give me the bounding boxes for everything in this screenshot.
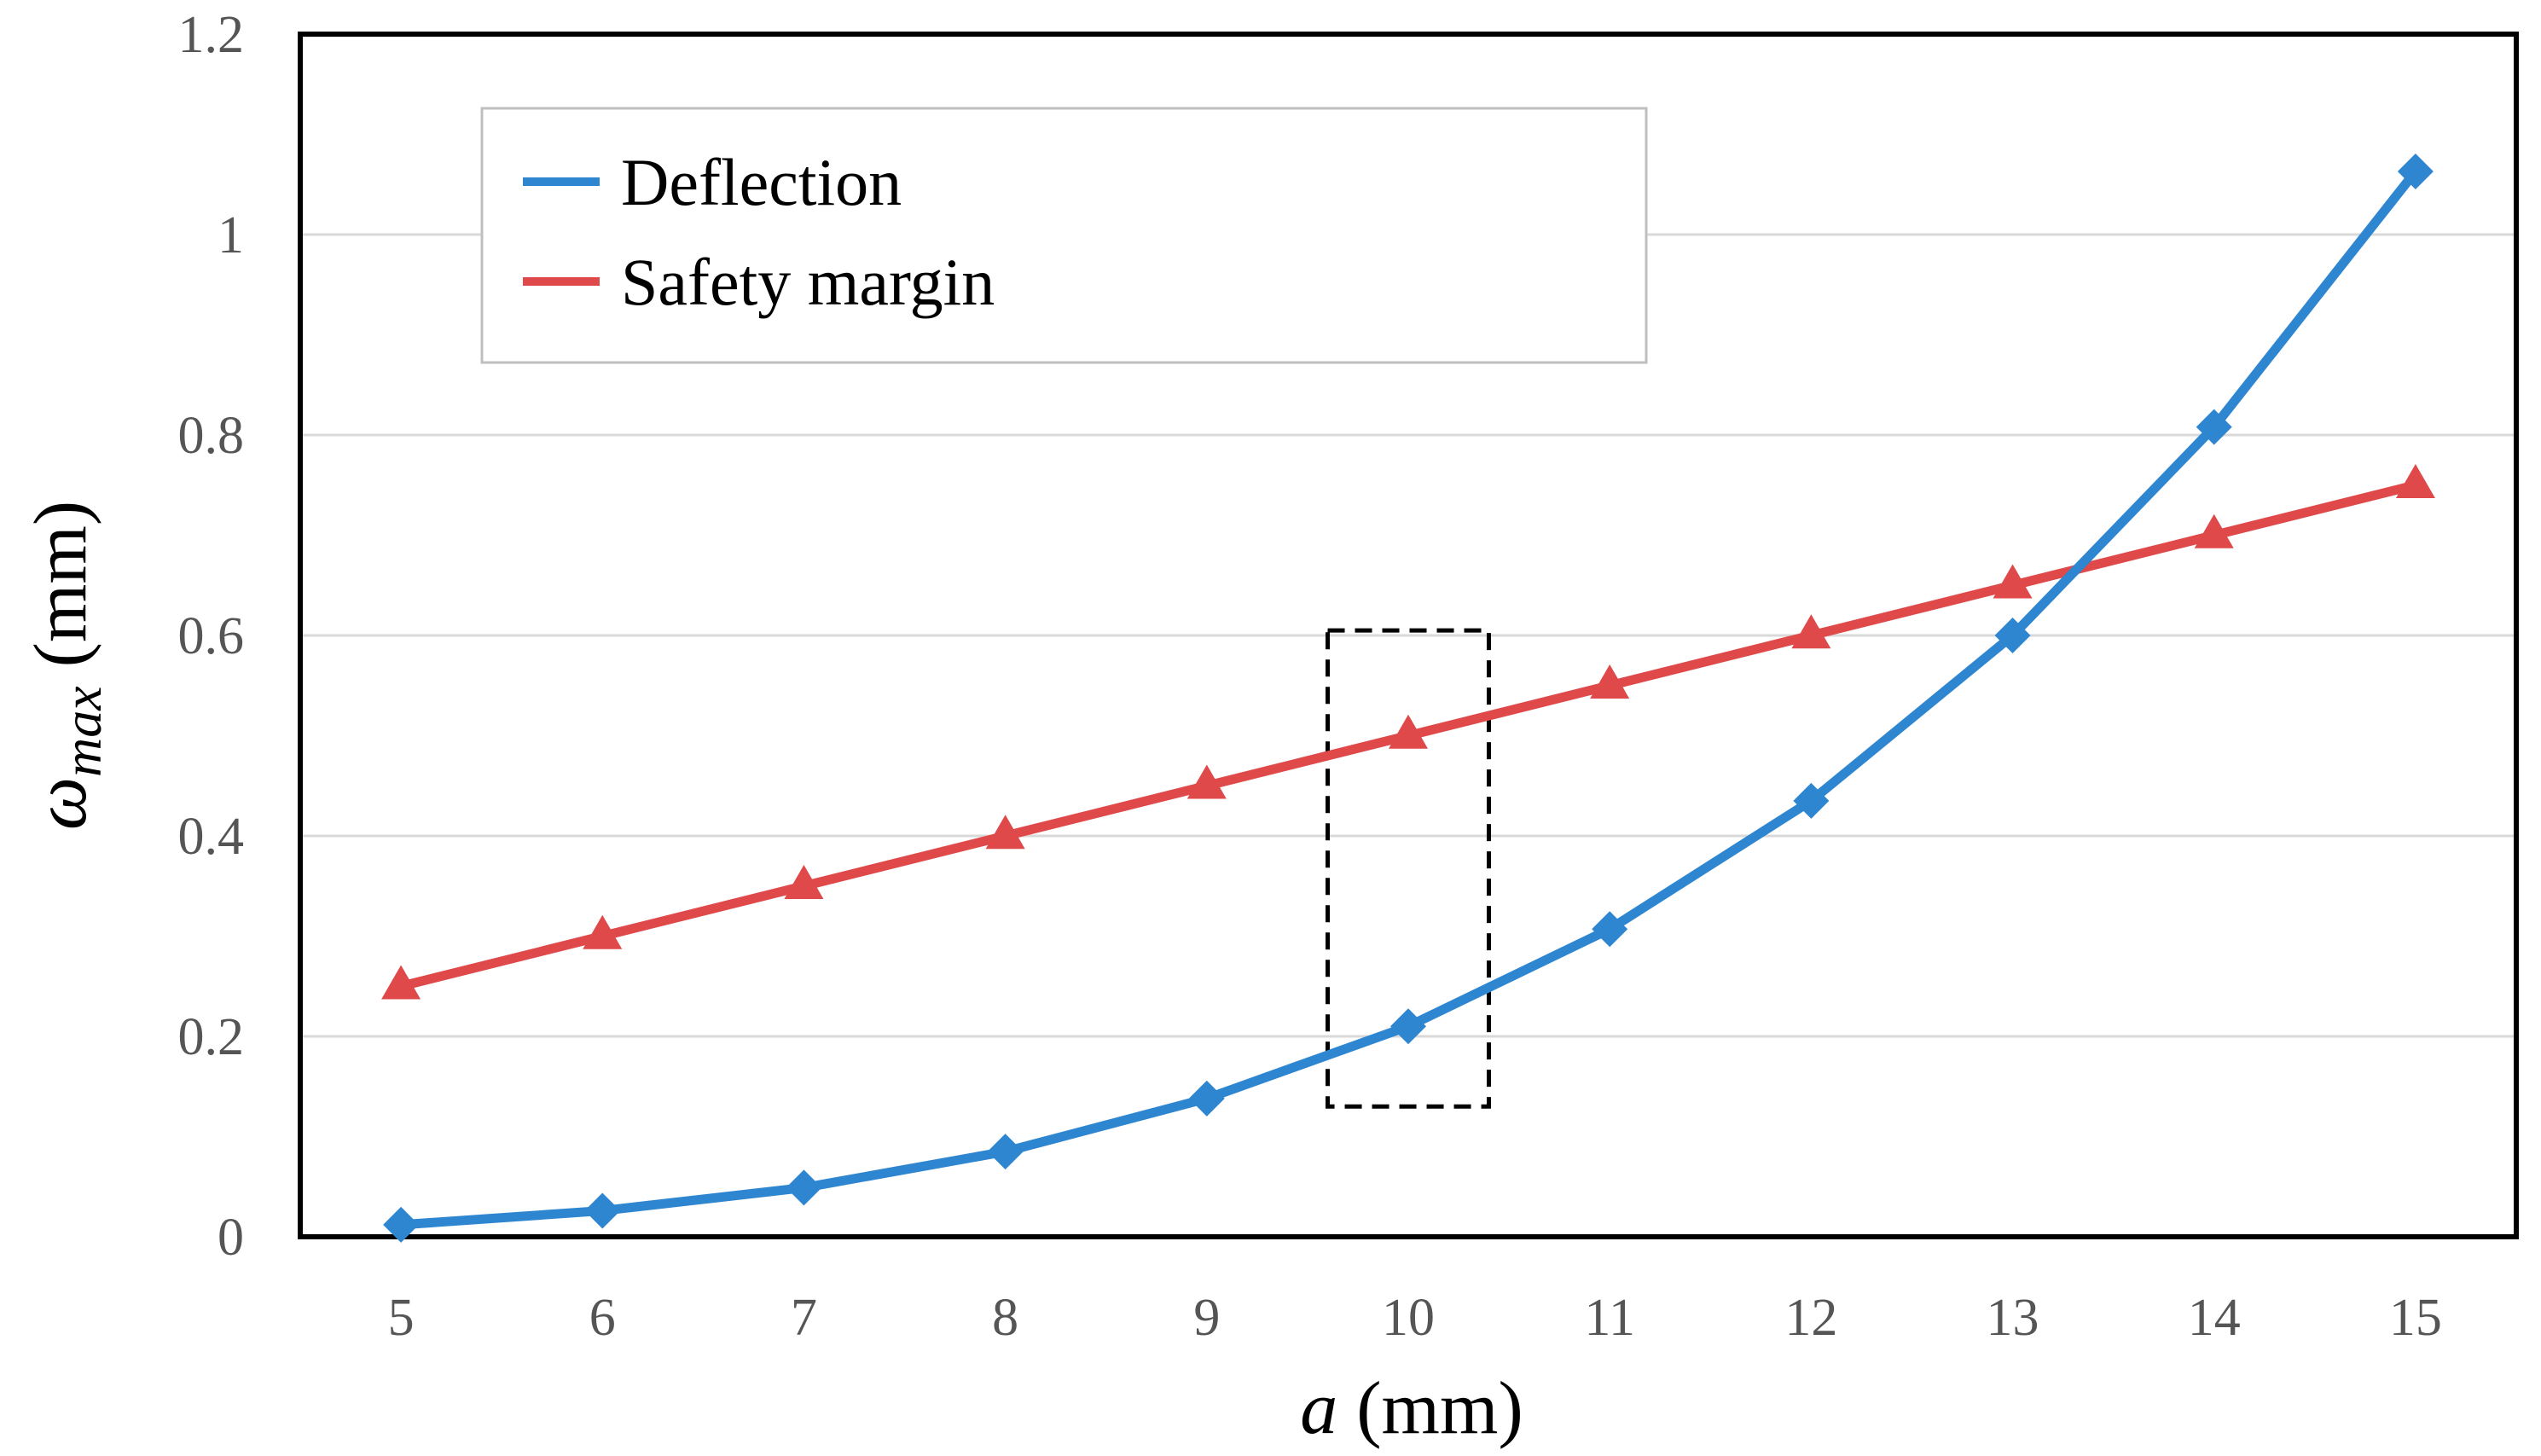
marker-deflection (383, 1206, 420, 1243)
x-tick-label: 14 (2188, 1289, 2241, 1347)
marker-deflection (1592, 911, 1628, 948)
marker-deflection (584, 1192, 621, 1229)
x-tick-label: 8 (992, 1289, 1018, 1347)
marker-safety-margin (1590, 664, 1630, 699)
marker-safety-margin (1993, 564, 2033, 599)
x-tick-label: 5 (388, 1289, 415, 1347)
x-tick-label: 9 (1193, 1289, 1220, 1347)
marker-safety-margin (985, 815, 1025, 850)
series-group (381, 153, 2435, 1243)
y-tick-label: 0.8 (178, 407, 245, 465)
plot-area-frame (298, 32, 2519, 1239)
marker-deflection (987, 1134, 1024, 1170)
x-tick-label: 13 (1987, 1289, 2039, 1347)
x-tick-label: 11 (1584, 1289, 1635, 1347)
legend: Deflection Safety margin (480, 107, 1648, 364)
legend-label-safety-margin: Safety margin (621, 245, 995, 319)
marker-safety-margin (381, 965, 421, 1000)
legend-box (480, 107, 1648, 364)
marker-deflection (1390, 1008, 1426, 1045)
x-axis-tick-labels: 5 6 7 8 9 10 11 12 13 14 15 (388, 1289, 2442, 1347)
y-axis-tick-labels: 0 0.2 0.4 0.6 0.8 1 1.2 (178, 6, 245, 1267)
x-axis-symbol: a (1300, 1367, 1337, 1450)
x-tick-label: 15 (2389, 1289, 2442, 1347)
annotations (1326, 628, 1491, 1109)
marker-safety-margin (1389, 714, 1428, 749)
y-axis-symbol: ω (20, 777, 102, 830)
y-tick-label: 0 (218, 1209, 244, 1267)
highlight-box (1326, 628, 1491, 1109)
x-tick-label: 7 (791, 1289, 817, 1347)
y-axis-unit: (mm) (20, 501, 102, 687)
y-axis-title: ωmax (mm) (20, 501, 113, 830)
marker-safety-margin (1791, 614, 1831, 649)
marker-deflection (1188, 1080, 1225, 1117)
marker-safety-margin (583, 914, 623, 949)
marker-deflection (786, 1169, 822, 1206)
marker-safety-margin (2395, 463, 2435, 498)
marker-safety-margin (784, 864, 824, 899)
y-tick-label: 0.4 (178, 808, 245, 866)
legend-label-deflection: Deflection (621, 145, 902, 219)
y-tick-label: 1.2 (178, 6, 245, 64)
marker-deflection (1994, 618, 2031, 653)
y-tick-label: 0.2 (178, 1008, 245, 1066)
y-tick-label: 0.6 (178, 607, 245, 665)
marker-safety-margin (2194, 513, 2234, 548)
x-tick-label: 10 (1382, 1289, 1435, 1347)
x-tick-label: 6 (589, 1289, 616, 1347)
y-tick-label: 1 (218, 206, 244, 264)
marker-safety-margin (1186, 764, 1227, 799)
x-axis-unit: (mm) (1337, 1367, 1523, 1450)
marker-deflection (2196, 409, 2232, 445)
x-axis-title: a (mm) (1300, 1367, 1523, 1450)
y-axis-subscript: max (52, 686, 113, 777)
x-tick-label: 12 (1784, 1289, 1837, 1347)
marker-deflection (1793, 782, 1830, 819)
marker-deflection (2397, 153, 2434, 189)
